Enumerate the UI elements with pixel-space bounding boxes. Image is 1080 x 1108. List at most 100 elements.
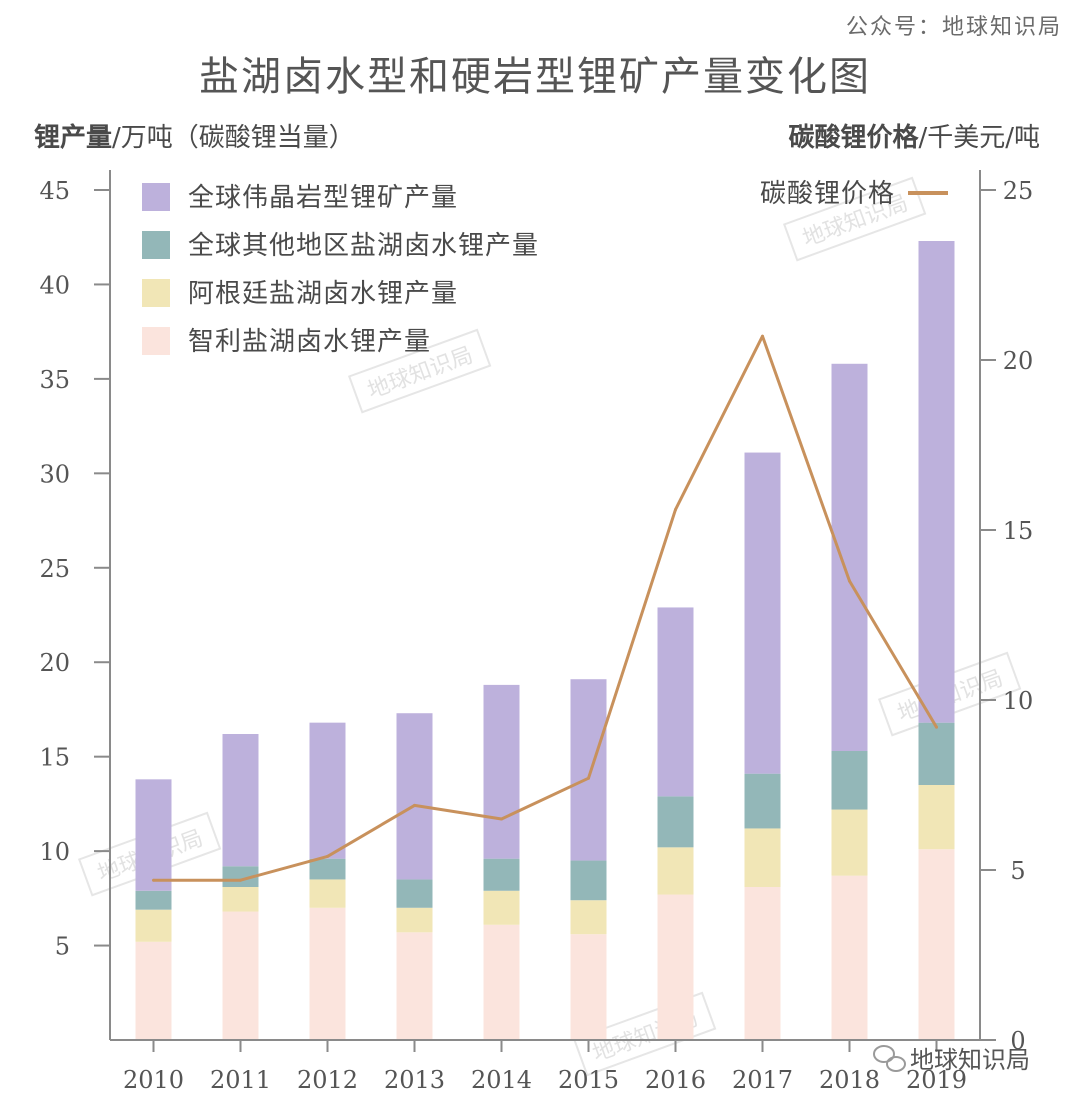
left-axis-label-bold: 锂产量	[34, 123, 112, 153]
x-tick-label: 2013	[384, 1066, 445, 1094]
watermark-frame	[347, 328, 492, 414]
watermarks: 地球知识局地球知识局地球知识局地球知识局地球知识局	[77, 176, 1022, 1077]
bar-segment	[309, 858, 346, 880]
price-line-series	[152, 334, 938, 882]
bar-segment	[657, 607, 694, 797]
legend-swatch	[142, 327, 170, 355]
bar-segment	[396, 713, 433, 880]
x-tick-label: 2014	[471, 1066, 532, 1094]
left-tick-label: 20	[39, 649, 70, 677]
bar-segment	[744, 773, 781, 829]
bar-segment	[222, 911, 259, 1040]
x-tick-label: 2018	[819, 1066, 880, 1094]
bar-segment	[918, 241, 955, 723]
left-tick-label: 45	[39, 177, 70, 205]
left-axis-label: 锂产量/万吨（碳酸锂当量）	[34, 123, 355, 153]
right-tick-label: 5	[1010, 857, 1025, 885]
bar-segment	[135, 890, 172, 910]
bar-series-2	[135, 785, 955, 942]
bar-segment	[831, 363, 868, 751]
bar-segment	[222, 887, 259, 912]
bar-segment	[831, 875, 868, 1040]
bar-series-4	[135, 241, 955, 891]
price-point	[239, 878, 242, 882]
bar-segment	[570, 679, 607, 861]
left-tick-label: 40	[39, 271, 70, 299]
bar-segment	[135, 909, 172, 942]
bar-segment	[831, 751, 868, 810]
price-line	[153, 334, 938, 882]
right-tick-label: 15	[1003, 517, 1034, 545]
left-tick-label: 15	[39, 744, 70, 772]
price-point	[761, 334, 764, 338]
bar-segment	[918, 849, 955, 1040]
left-tick-label: 35	[39, 366, 70, 394]
bar-segment	[918, 722, 955, 785]
right-tick-label: 25	[1003, 177, 1034, 205]
left-tick-label: 5	[55, 933, 70, 961]
bar-segment	[396, 932, 433, 1040]
bar-segment	[135, 779, 172, 891]
watermark-frame	[572, 991, 717, 1077]
right-tick-label: 20	[1003, 347, 1034, 375]
bar-segment	[222, 866, 259, 887]
legend-label: 全球其他地区盐湖卤水锂产量	[188, 231, 539, 261]
bar-segment	[483, 890, 520, 925]
chart-title: 盐湖卤水型和硬岩型锂矿产量变化图	[199, 54, 871, 100]
legend-label: 智利盐湖卤水锂产量	[188, 327, 431, 357]
x-tick-label: 2010	[123, 1066, 184, 1094]
x-tick-label: 2017	[732, 1066, 793, 1094]
price-point	[326, 854, 329, 858]
right-tick-label: 10	[1003, 687, 1034, 715]
bar-segment	[309, 907, 346, 1040]
x-tick-label: 2016	[645, 1066, 706, 1094]
legend-swatch	[142, 279, 170, 307]
legend-label: 阿根廷盐湖卤水锂产量	[188, 279, 458, 309]
wechat-account-name: 地球知识局	[910, 1046, 1030, 1074]
bar-segment	[744, 828, 781, 887]
price-point	[587, 776, 590, 780]
bar-segment	[483, 684, 520, 859]
right-axis-label: 碳酸锂价格/千美元/吨	[788, 122, 1040, 153]
price-point	[674, 508, 677, 512]
price-point	[848, 579, 851, 583]
left-tick-label: 10	[39, 838, 70, 866]
price-point	[413, 803, 416, 807]
legend-label: 全球伟晶岩型锂矿产量	[188, 183, 458, 213]
right-axis-label-unit: /千美元/吨	[918, 123, 1040, 153]
bar-segment	[483, 924, 520, 1040]
bar-segment	[744, 452, 781, 774]
right-tick-label: 0	[1010, 1027, 1025, 1055]
bar-segment	[657, 796, 694, 848]
bar-segment	[396, 879, 433, 908]
bar-segment	[831, 809, 868, 876]
bar-segment	[483, 858, 520, 891]
bar-series-1	[135, 849, 955, 1040]
price-point	[935, 725, 938, 729]
bar-segment	[570, 934, 607, 1040]
bar-segment	[135, 941, 172, 1040]
watermark-frame	[782, 176, 927, 262]
x-tick-label: 2015	[558, 1066, 619, 1094]
right-axis-label-bold: 碳酸锂价格	[788, 122, 919, 153]
bar-series	[135, 241, 955, 1040]
bar-segment	[570, 900, 607, 935]
left-tick-label: 25	[39, 555, 70, 583]
wechat-icon	[873, 1045, 906, 1072]
x-tick-label: 2012	[297, 1066, 358, 1094]
axes: 5 10 15 20 25 30 35 40 45 0 5 10 15 20 25 2010 2011 2012 2…	[39, 170, 1033, 1094]
legend: 全球伟晶岩型锂矿产量全球其他地区盐湖卤水锂产量阿根廷盐湖卤水锂产量智利盐湖卤水锂…	[142, 179, 948, 357]
bar-series-3	[135, 722, 955, 910]
bar-segment	[396, 907, 433, 933]
line-legend-label: 碳酸锂价格	[760, 179, 895, 209]
bar-segment	[918, 785, 955, 850]
bar-segment	[657, 847, 694, 895]
bar-segment	[309, 722, 346, 859]
legend-swatch	[142, 183, 170, 211]
price-point	[500, 817, 503, 821]
legend-swatch	[142, 231, 170, 259]
bar-segment	[570, 860, 607, 901]
bar-segment	[309, 879, 346, 908]
bar-segment	[222, 734, 259, 867]
